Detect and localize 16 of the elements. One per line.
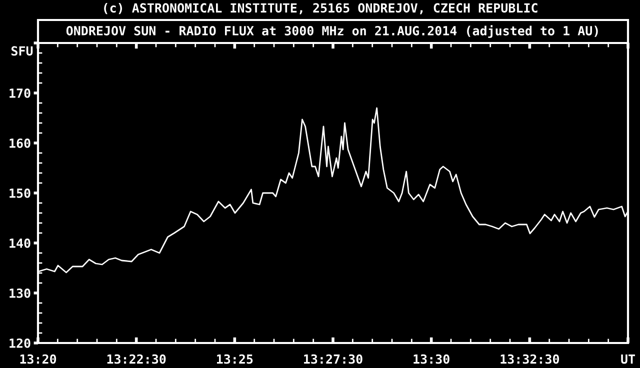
y-tick-label: 140: [10, 238, 30, 248]
y-tick-label: 150: [10, 188, 30, 198]
y-tick-label: 130: [10, 288, 30, 298]
x-tick-label: UT: [621, 354, 635, 364]
y-tick-label: 170: [10, 88, 30, 98]
text: (c) ASTRONOMICAL INSTITUTE, 25165 ONDREJOV, CZECH REPUBLIC: [104, 2, 538, 14]
y-axis-title: SFU: [11, 46, 33, 56]
chart-title: ONDREJOV SUN - RADIO FLUX at 3000 MHz on 21.AUG.2014 (adjusted to 1 AU): [66, 25, 598, 38]
x-tick-label: 13:30: [414, 354, 450, 364]
x-tick-label: 13:32:30: [500, 354, 560, 364]
x-tick-label: 13:27:30: [304, 354, 362, 364]
y-tick-label: 160: [10, 138, 30, 148]
x-tick-label: 13:25: [217, 354, 253, 364]
x-tick-label: 13:20: [20, 354, 56, 364]
y-tick-label: 120: [10, 338, 30, 348]
x-tick-label: 13:22:30: [107, 354, 166, 364]
